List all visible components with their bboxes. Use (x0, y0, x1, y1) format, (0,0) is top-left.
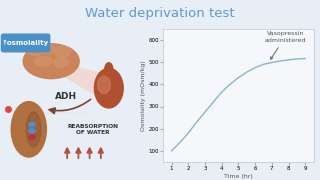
FancyBboxPatch shape (1, 33, 50, 53)
Text: ↑osmolality: ↑osmolality (2, 40, 49, 46)
Ellipse shape (29, 123, 35, 127)
Ellipse shape (53, 58, 68, 67)
Ellipse shape (98, 76, 110, 94)
Text: Vasopressin
administered: Vasopressin administered (264, 31, 306, 59)
Y-axis label: Osmolality (mOsm/kg): Osmolality (mOsm/kg) (141, 60, 146, 131)
Text: Water deprivation test: Water deprivation test (85, 7, 235, 20)
Ellipse shape (29, 135, 35, 139)
Ellipse shape (11, 102, 46, 157)
Text: dreamstime.com: dreamstime.com (41, 111, 87, 116)
Polygon shape (56, 66, 120, 101)
Ellipse shape (54, 46, 70, 57)
Ellipse shape (27, 45, 43, 56)
Text: ADH: ADH (54, 92, 77, 101)
Text: REABSORPTION
OF WATER: REABSORPTION OF WATER (67, 123, 118, 135)
X-axis label: Time (hr): Time (hr) (224, 174, 253, 179)
Ellipse shape (23, 44, 79, 79)
Ellipse shape (35, 57, 52, 66)
Ellipse shape (105, 63, 113, 75)
Ellipse shape (29, 129, 35, 133)
Ellipse shape (27, 112, 41, 147)
Ellipse shape (41, 43, 55, 54)
Ellipse shape (94, 68, 123, 108)
